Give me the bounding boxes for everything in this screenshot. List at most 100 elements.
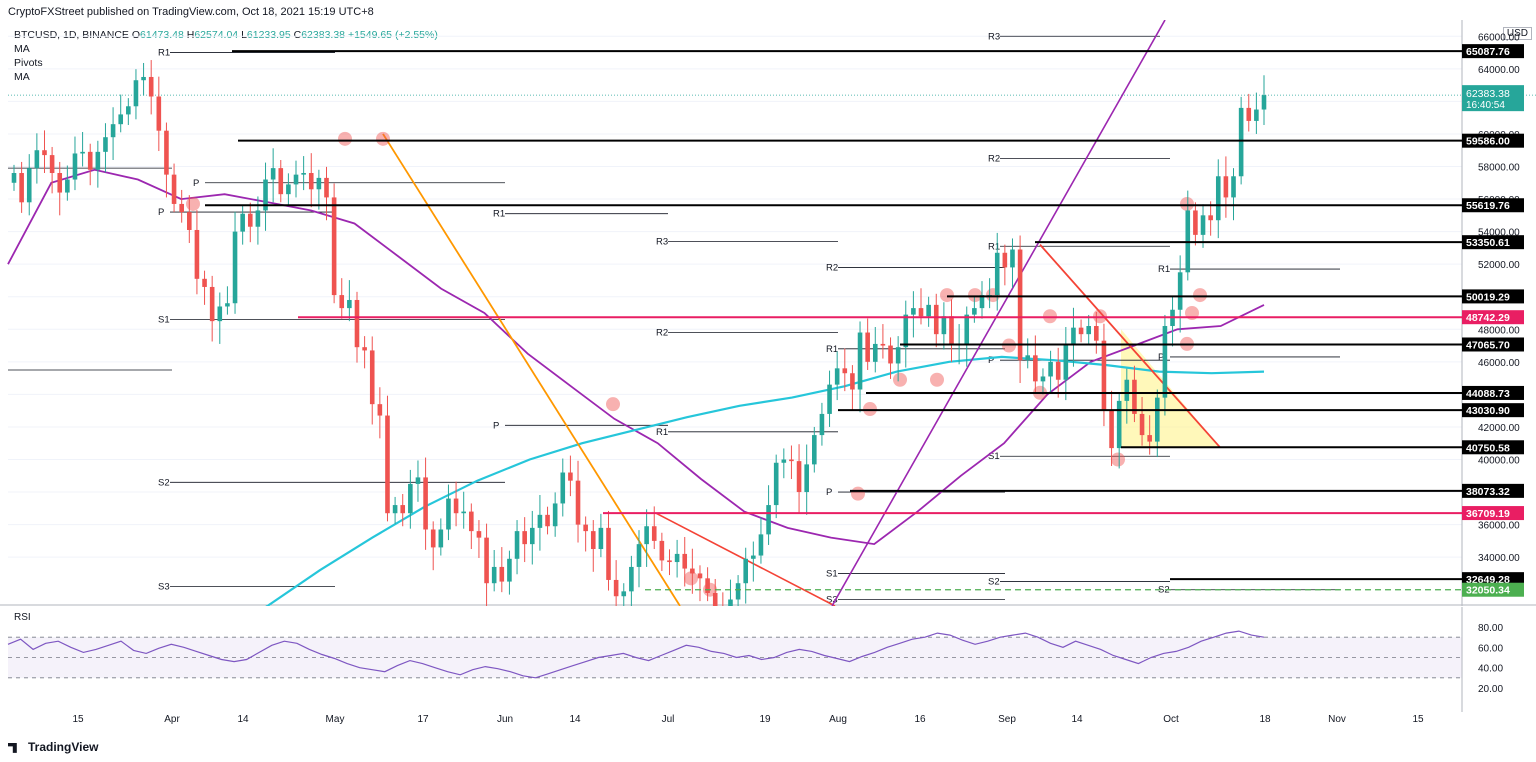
candle	[728, 599, 733, 606]
candle	[1132, 379, 1137, 414]
candle	[347, 299, 352, 309]
x-tick-label: Apr	[164, 714, 180, 725]
pivot-label: R1	[988, 241, 1000, 252]
x-tick-label: 14	[569, 714, 581, 725]
candle	[278, 168, 284, 195]
candle	[690, 568, 695, 574]
candle	[606, 527, 611, 580]
candle	[1200, 215, 1206, 235]
candle	[1124, 379, 1130, 401]
candle	[1109, 410, 1114, 449]
candle	[507, 558, 512, 582]
candle	[217, 306, 223, 322]
y-tick-label: 58000.00	[1478, 163, 1520, 174]
pivot-label: S1	[988, 451, 1000, 462]
candle	[430, 529, 436, 548]
price-tag: 53350.61	[1462, 235, 1524, 250]
candle	[187, 212, 192, 230]
candle	[827, 384, 832, 414]
candle	[171, 174, 177, 204]
candle	[1116, 400, 1122, 449]
candle	[1193, 210, 1198, 235]
ohlc-row: BTCUSD, 1D, BINANCE O61473.48 H62574.04 …	[14, 28, 438, 42]
highlight-marker	[1180, 196, 1194, 211]
candle	[1231, 176, 1236, 198]
tradingview-icon	[8, 742, 17, 753]
rsi-axis: 80.00 60.00 40.00 20.00	[1478, 623, 1503, 695]
candle	[469, 511, 474, 532]
candle	[57, 173, 63, 193]
rsi-panel[interactable]: 80.00 60.00 40.00 20.00 15 Apr 14 May 17 Jun 14 Ju…	[0, 607, 1536, 737]
candle	[1025, 355, 1031, 361]
high-key: H	[186, 29, 195, 41]
last-price-box	[1462, 85, 1524, 112]
candle	[773, 462, 779, 506]
candle	[369, 350, 375, 405]
candle	[141, 76, 146, 81]
currency-badge[interactable]: USD	[1502, 27, 1532, 40]
candle	[1254, 109, 1259, 121]
candle	[659, 540, 665, 561]
price-tag-box	[1462, 385, 1524, 400]
price-tag-label: 47065.70	[1466, 339, 1510, 351]
candle	[392, 505, 398, 514]
candle	[377, 404, 383, 416]
candle	[446, 498, 451, 530]
candle	[1071, 327, 1076, 344]
y-tick-label: 42000.00	[1478, 423, 1520, 434]
pivot-label: P	[988, 355, 994, 366]
pivot-label: P	[193, 178, 199, 189]
candle	[751, 555, 756, 559]
candle	[994, 252, 1000, 296]
candle	[560, 472, 566, 504]
candle	[11, 173, 17, 183]
open-value: 61473.48	[140, 29, 184, 41]
candle	[80, 151, 85, 154]
time-axis[interactable]: 15 Apr 14 May 17 Jun 14 Jul 19 Aug 16 Sep 14 Oct 18 Nov…	[72, 714, 1424, 725]
candle	[1094, 326, 1099, 341]
candle	[209, 286, 215, 322]
candle	[156, 96, 162, 131]
symbol-label[interactable]: BTCUSD, 1D, BINANCE	[14, 29, 129, 41]
candle	[682, 553, 688, 569]
price-chart[interactable]: 66000.0064000.0062000.0060000.0058000.00…	[0, 20, 1536, 606]
candle	[133, 80, 139, 107]
candle	[491, 566, 497, 584]
highlight-marker	[1002, 338, 1016, 353]
indicator-ma-2[interactable]: MA	[14, 71, 30, 83]
x-tick-label: Jun	[497, 714, 513, 725]
candle	[1215, 176, 1221, 221]
candle	[95, 151, 101, 170]
candle	[545, 514, 550, 527]
candle	[103, 137, 108, 152]
price-tag-box	[1462, 506, 1524, 521]
candle	[933, 304, 939, 335]
price-tag-label: 32050.34	[1466, 585, 1510, 597]
close-key: C	[293, 29, 302, 41]
price-tags: 65087.76 59586.00 55619.76 53350.61 50019.29…	[1462, 44, 1524, 597]
pivot-label: P	[1158, 352, 1164, 363]
candle	[308, 173, 314, 190]
candle	[537, 514, 543, 528]
price-tag: 32050.34	[1462, 582, 1524, 597]
candle	[1177, 272, 1183, 310]
price-tag-box	[1462, 198, 1524, 213]
tradingview-logo[interactable]: TradingView	[8, 740, 98, 754]
price-tag-box	[1462, 337, 1524, 352]
candle	[812, 435, 817, 465]
price-tag-label: 38073.32	[1466, 486, 1510, 498]
indicator-pivots[interactable]: Pivots	[14, 57, 43, 69]
candle	[979, 295, 985, 309]
candle	[240, 213, 245, 232]
pivot-label: R2	[826, 262, 838, 273]
candle	[126, 106, 131, 115]
pivot-label: R1	[656, 427, 668, 438]
candle	[1139, 413, 1145, 436]
open-key: O	[131, 29, 141, 41]
pivot-label: S2	[988, 577, 1000, 588]
candle	[758, 534, 764, 556]
indicator-ma-1[interactable]: MA	[14, 43, 30, 55]
candle	[796, 461, 802, 493]
candle	[789, 459, 794, 462]
candle	[514, 531, 520, 559]
